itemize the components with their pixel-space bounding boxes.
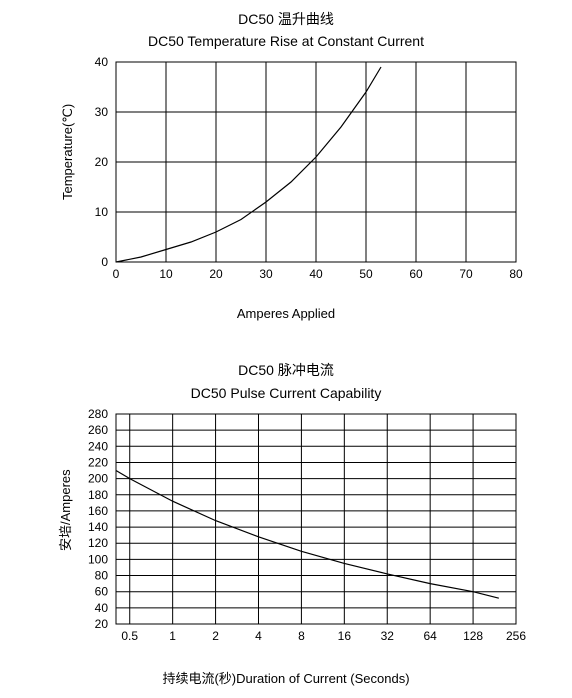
svg-text:280: 280 — [88, 407, 108, 421]
chart1-xlabel: Amperes Applied — [0, 306, 572, 321]
svg-text:0: 0 — [101, 255, 108, 269]
svg-text:40: 40 — [309, 267, 323, 281]
svg-text:4: 4 — [255, 629, 262, 643]
chart2-xlabel: 持续电流(秒)Duration of Current (Seconds) — [0, 668, 572, 687]
chart1-title-cn: DC50 温升曲线 — [0, 10, 572, 28]
svg-text:16: 16 — [338, 629, 352, 643]
svg-text:32: 32 — [381, 629, 395, 643]
chart2-ylabel: 安培/Amperes — [55, 470, 74, 552]
svg-text:120: 120 — [88, 536, 108, 550]
svg-text:260: 260 — [88, 423, 108, 437]
svg-text:20: 20 — [95, 155, 109, 169]
svg-text:10: 10 — [95, 205, 109, 219]
svg-text:30: 30 — [95, 105, 109, 119]
svg-text:160: 160 — [88, 504, 108, 518]
svg-text:30: 30 — [259, 267, 273, 281]
svg-text:40: 40 — [95, 55, 109, 69]
svg-text:200: 200 — [88, 471, 108, 485]
svg-text:2: 2 — [212, 629, 219, 643]
svg-text:20: 20 — [209, 267, 223, 281]
chart2-title-en: DC50 Pulse Current Capability — [0, 384, 572, 402]
svg-text:180: 180 — [88, 488, 108, 502]
svg-text:80: 80 — [509, 267, 523, 281]
svg-text:8: 8 — [298, 629, 305, 643]
svg-text:100: 100 — [88, 552, 108, 566]
svg-text:40: 40 — [95, 601, 109, 615]
svg-text:60: 60 — [409, 267, 423, 281]
svg-text:240: 240 — [88, 439, 108, 453]
chart2-svg: 0.5 1 2 4 8 16 32 64 128 256 20 40 60 80 100 120 140 160 1… — [16, 404, 556, 664]
svg-text:64: 64 — [423, 629, 437, 643]
pulse-current-chart: DC50 脉冲电流 DC50 Pulse Current Capability … — [0, 361, 572, 686]
svg-text:10: 10 — [159, 267, 173, 281]
temperature-rise-chart: DC50 温升曲线 DC50 Temperature Rise at Const… — [0, 10, 572, 321]
svg-text:0: 0 — [113, 267, 120, 281]
svg-text:256: 256 — [506, 629, 526, 643]
svg-text:140: 140 — [88, 520, 108, 534]
svg-text:80: 80 — [95, 568, 109, 582]
svg-text:70: 70 — [459, 267, 473, 281]
chart2-title-cn: DC50 脉冲电流 — [0, 361, 572, 379]
chart1-ylabel: Temperature(℃) — [60, 104, 76, 200]
chart1-title-en: DC50 Temperature Rise at Constant Curren… — [0, 32, 572, 50]
svg-text:1: 1 — [169, 629, 176, 643]
chart1-svg: 0 10 20 30 40 50 60 70 80 0 10 20 30 40 — [16, 52, 556, 302]
svg-text:128: 128 — [463, 629, 483, 643]
svg-text:0.5: 0.5 — [121, 629, 138, 643]
svg-text:220: 220 — [88, 455, 108, 469]
svg-text:50: 50 — [359, 267, 373, 281]
svg-text:60: 60 — [95, 584, 109, 598]
svg-text:20: 20 — [95, 617, 109, 631]
